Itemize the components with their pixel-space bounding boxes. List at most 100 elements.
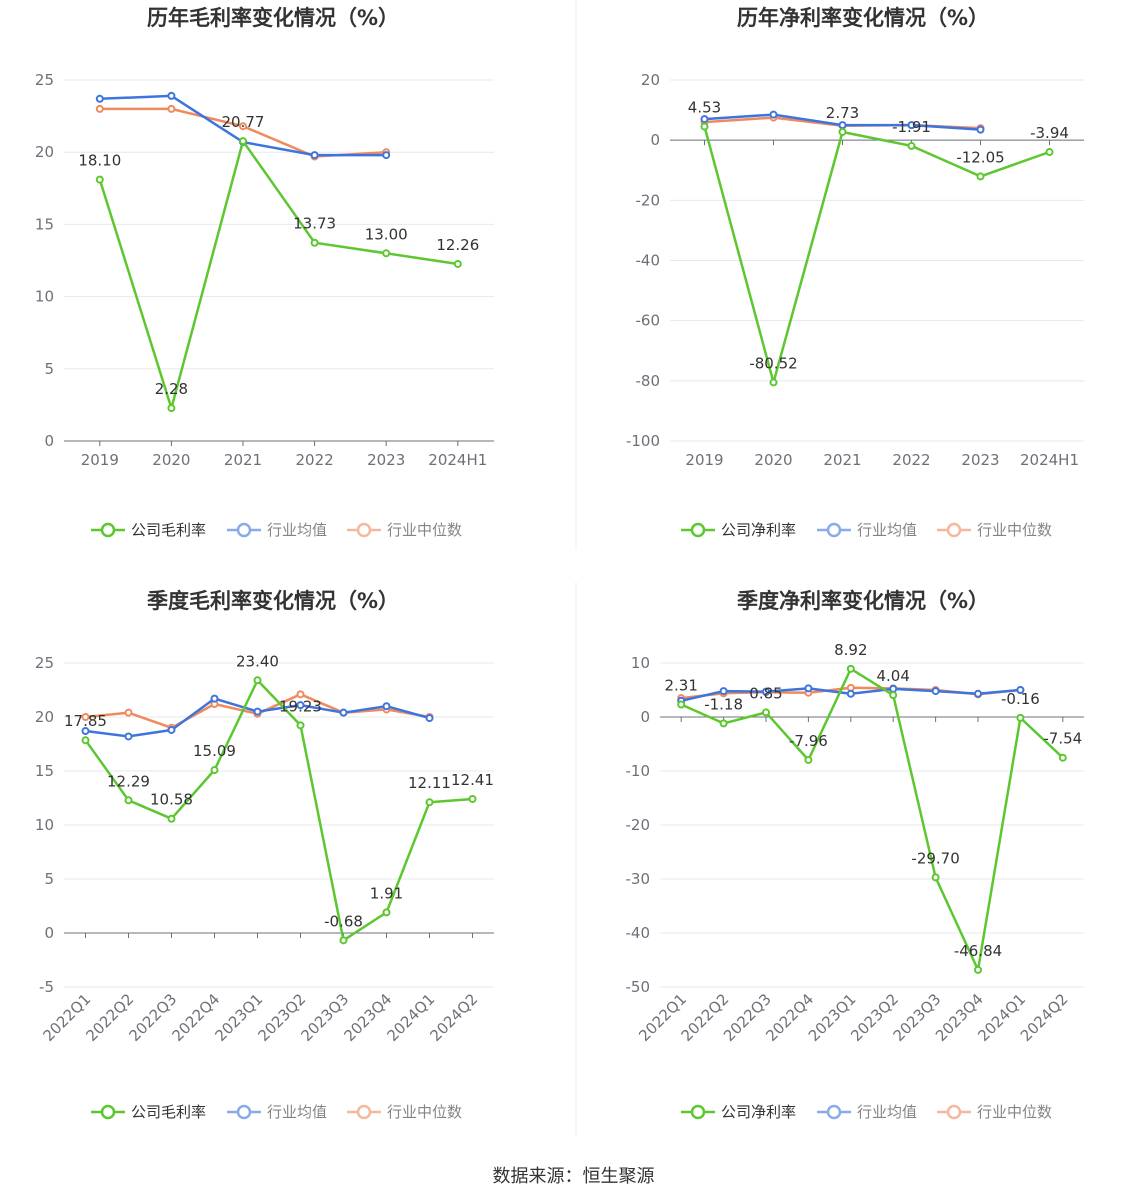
y-tick-label: 20: [35, 708, 54, 726]
data-point-industry_avg[interactable]: [974, 689, 982, 698]
data-point-industry_avg[interactable]: [425, 714, 434, 723]
data-point-company[interactable]: [95, 175, 104, 184]
data-point-company[interactable]: [804, 755, 813, 764]
x-tick-label: 2020: [754, 451, 792, 469]
data-point-company[interactable]: [296, 721, 305, 730]
data-point-company[interactable]: [382, 249, 391, 258]
legend-item-company[interactable]: 公司毛利率: [91, 1103, 206, 1121]
data-point-industry_avg[interactable]: [907, 121, 916, 130]
y-tick-label: 10: [35, 288, 54, 306]
legend-label: 行业均值: [267, 1103, 327, 1121]
data-point-industry_avg[interactable]: [167, 725, 176, 734]
data-point-company[interactable]: [468, 794, 477, 803]
data-point-industry_median[interactable]: [81, 713, 90, 721]
data-point-company[interactable]: [339, 936, 348, 945]
data-point-company[interactable]: [907, 141, 916, 150]
data-point-industry_avg[interactable]: [167, 91, 176, 100]
data-point-industry_avg[interactable]: [382, 702, 391, 711]
quarterly-gross-margin-chart: 季度毛利率变化情况（%）-505101520252022Q12022Q22022…: [35, 589, 494, 1121]
data-point-company[interactable]: [769, 378, 778, 387]
y-tick-label: 0: [44, 432, 54, 450]
data-point-industry_avg[interactable]: [700, 115, 709, 124]
x-tick-label: 2024H1: [428, 451, 487, 469]
chart-legend: 公司毛利率 行业均值 行业中位数: [91, 521, 462, 539]
data-point-company[interactable]: [167, 404, 176, 413]
legend-item-industry_avg[interactable]: 行业均值: [227, 1103, 327, 1121]
x-tick-label: 2021: [823, 451, 861, 469]
data-point-company[interactable]: [700, 122, 709, 131]
legend-item-industry_median[interactable]: 行业中位数: [937, 521, 1052, 539]
data-point-company[interactable]: [838, 127, 847, 136]
data-point-company[interactable]: [931, 873, 940, 882]
data-point-industry_avg[interactable]: [382, 151, 391, 160]
data-point-company[interactable]: [889, 691, 898, 700]
data-label: -1.91: [892, 118, 931, 136]
data-point-company[interactable]: [425, 798, 434, 807]
data-point-industry_avg[interactable]: [846, 689, 855, 698]
data-point-company[interactable]: [310, 238, 319, 247]
data-point-company[interactable]: [124, 796, 133, 805]
legend-item-industry_median[interactable]: 行业中位数: [347, 521, 462, 539]
series-line-company: [680, 667, 1064, 972]
data-point-industry_avg[interactable]: [339, 708, 348, 717]
legend-marker: [826, 1104, 842, 1120]
data-point-industry_avg[interactable]: [253, 707, 262, 716]
data-point-company[interactable]: [1016, 713, 1025, 722]
data-point-company[interactable]: [1058, 753, 1067, 762]
legend-item-company[interactable]: 公司净利率: [681, 1103, 796, 1121]
data-point-industry_median[interactable]: [239, 122, 247, 131]
data-point-industry_avg[interactable]: [296, 701, 305, 710]
data-label: 2.28: [155, 380, 188, 398]
data-point-industry_avg[interactable]: [210, 694, 219, 703]
data-point-company[interactable]: [81, 736, 90, 745]
data-point-industry_avg[interactable]: [804, 684, 813, 693]
legend-item-industry_avg[interactable]: 行业均值: [227, 521, 327, 539]
data-point-industry_avg[interactable]: [719, 687, 728, 696]
x-tick-label: 2019: [81, 451, 119, 469]
data-point-industry_avg[interactable]: [838, 121, 847, 130]
data-point-company[interactable]: [719, 719, 728, 728]
x-tick-label: 2021: [224, 451, 262, 469]
data-point-company[interactable]: [382, 908, 391, 917]
data-point-company[interactable]: [762, 708, 770, 717]
data-point-industry_avg[interactable]: [81, 727, 90, 736]
data-point-company[interactable]: [1045, 148, 1054, 157]
x-tick-label: 2023: [961, 451, 999, 469]
data-point-industry_median[interactable]: [167, 104, 176, 113]
data-point-company[interactable]: [239, 137, 247, 146]
data-point-industry_median[interactable]: [124, 708, 133, 717]
data-point-industry_avg[interactable]: [1016, 686, 1025, 694]
data-point-company[interactable]: [210, 766, 219, 775]
legend-item-company[interactable]: 公司毛利率: [91, 521, 206, 539]
data-label: 4.53: [688, 99, 721, 117]
data-point-industry_median[interactable]: [296, 690, 305, 699]
data-point-company[interactable]: [453, 259, 462, 268]
data-point-industry_avg[interactable]: [762, 687, 770, 696]
legend-item-company[interactable]: 公司净利率: [681, 521, 796, 539]
series-line-company: [84, 679, 473, 942]
x-tick-label: 2020: [152, 451, 190, 469]
data-point-industry_avg[interactable]: [931, 687, 940, 696]
legend-item-industry_avg[interactable]: 行业均值: [817, 521, 917, 539]
data-point-industry_avg[interactable]: [769, 110, 778, 119]
data-label: 12.41: [451, 771, 494, 789]
legend-item-industry_median[interactable]: 行业中位数: [347, 1103, 462, 1121]
chart-title: 季度毛利率变化情况（%）: [147, 589, 399, 613]
data-point-company[interactable]: [253, 676, 262, 685]
data-point-industry_avg[interactable]: [95, 94, 104, 103]
data-point-company[interactable]: [846, 664, 855, 673]
data-point-company[interactable]: [167, 814, 176, 823]
legend-label: 行业中位数: [387, 521, 462, 539]
data-point-company[interactable]: [677, 700, 686, 709]
data-point-industry_avg[interactable]: [889, 684, 898, 693]
data-point-industry_median[interactable]: [95, 104, 104, 113]
legend-item-industry_median[interactable]: 行业中位数: [937, 1103, 1052, 1121]
legend-marker: [236, 1104, 252, 1120]
data-point-industry_avg[interactable]: [124, 732, 133, 741]
legend-item-industry_avg[interactable]: 行业均值: [817, 1103, 917, 1121]
data-point-company[interactable]: [976, 172, 985, 181]
data-point-industry_avg[interactable]: [976, 125, 985, 134]
y-tick-label: -100: [626, 432, 660, 450]
data-point-industry_avg[interactable]: [310, 151, 319, 160]
data-point-company[interactable]: [974, 965, 982, 974]
